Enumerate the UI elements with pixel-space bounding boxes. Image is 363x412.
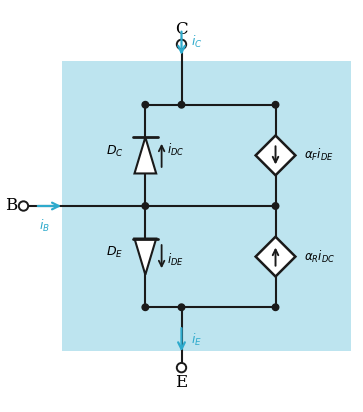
- Text: $i_C$: $i_C$: [191, 33, 202, 49]
- Circle shape: [178, 304, 185, 311]
- Text: E: E: [175, 374, 188, 391]
- Text: $D_C$: $D_C$: [106, 143, 123, 159]
- Polygon shape: [134, 137, 156, 173]
- Circle shape: [142, 304, 148, 311]
- Circle shape: [177, 40, 186, 49]
- Polygon shape: [256, 136, 295, 175]
- Polygon shape: [256, 237, 295, 276]
- Text: B: B: [5, 197, 17, 215]
- Text: $i_{DC}$: $i_{DC}$: [167, 142, 184, 158]
- Circle shape: [142, 101, 148, 108]
- Polygon shape: [134, 239, 156, 275]
- Circle shape: [272, 101, 279, 108]
- Text: $i_B$: $i_B$: [39, 218, 50, 234]
- Text: $i_E$: $i_E$: [191, 332, 201, 348]
- Circle shape: [177, 363, 186, 372]
- Text: $i_{DE}$: $i_{DE}$: [167, 252, 184, 268]
- Text: $D_E$: $D_E$: [106, 245, 123, 260]
- Circle shape: [178, 101, 185, 108]
- Circle shape: [142, 203, 148, 209]
- Circle shape: [19, 201, 28, 211]
- Text: $\alpha_F i_{DE}$: $\alpha_F i_{DE}$: [305, 147, 334, 164]
- Circle shape: [272, 203, 279, 209]
- FancyBboxPatch shape: [62, 61, 351, 351]
- Circle shape: [272, 304, 279, 311]
- Text: $\alpha_R i_{DC}$: $\alpha_R i_{DC}$: [305, 248, 335, 265]
- Text: C: C: [175, 21, 188, 38]
